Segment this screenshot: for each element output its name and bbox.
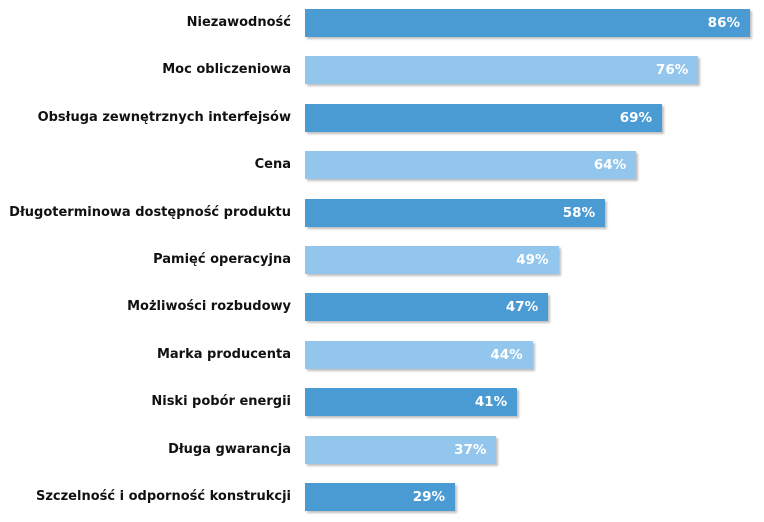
bar: 76% [305, 56, 699, 85]
data-label: 58% [562, 204, 596, 221]
data-label: 37% [454, 441, 487, 458]
category-label: Pamięć operacyjna [153, 252, 291, 267]
category-label: Szczelność i odporność konstrukcji [35, 489, 291, 504]
data-label: 86% [707, 15, 740, 31]
bar: 47% [305, 293, 549, 322]
bar: 64% [305, 151, 637, 180]
bar: 58% [305, 198, 606, 227]
category-label: Moc obliczeniowa [162, 62, 291, 78]
category-label: Niski pobór energii [151, 394, 291, 410]
bar: 44% [305, 340, 533, 369]
category-label: Obsługa zewnętrznych interfejsów [37, 109, 291, 125]
bar: 41% [305, 388, 518, 417]
category-label: Możliwości rozbudowy [127, 299, 291, 315]
data-label: 29% [412, 489, 446, 505]
category-label: Cena [254, 157, 291, 173]
data-label: 44% [490, 346, 523, 363]
category-label: Marka producenta [156, 346, 291, 362]
data-label: 49% [516, 252, 549, 268]
category-label: Niezawodność [186, 15, 291, 30]
data-label: 41% [474, 394, 508, 411]
bar: 49% [305, 246, 559, 274]
category-label: Długoterminowa dostępność produktu [9, 204, 291, 220]
data-label: 69% [619, 109, 653, 126]
data-label: 76% [655, 62, 689, 79]
bar: 37% [305, 435, 497, 464]
bar: 86% [305, 9, 750, 37]
category-label: Długa gwarancja [168, 441, 291, 457]
bar: 29% [305, 483, 456, 511]
bar: 69% [305, 103, 663, 132]
data-label: 47% [505, 299, 539, 316]
data-label: 64% [593, 157, 627, 174]
